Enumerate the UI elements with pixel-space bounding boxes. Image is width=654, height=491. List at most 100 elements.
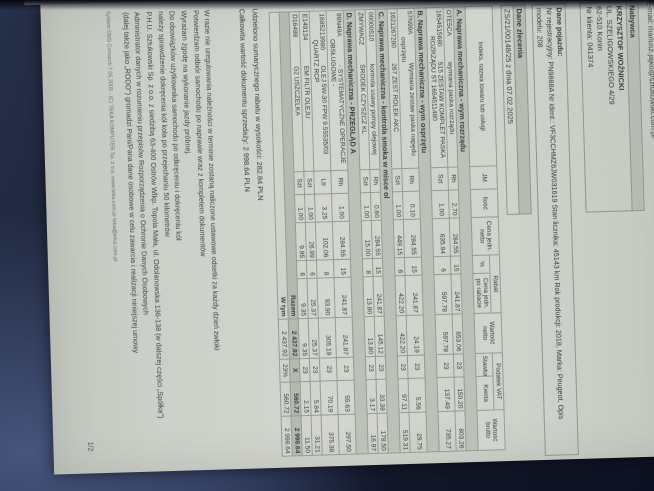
items-table-body: A. Naprawa mechaniczna - wym rozrządu OTE… <box>269 6 479 457</box>
cell-jm: Rh <box>402 168 420 192</box>
cell-net-value: 145.12 <box>374 316 386 357</box>
cell-discount-pct: 6 <box>306 260 318 279</box>
cell-qty: 1.00 <box>431 190 450 219</box>
col-index: Indeks, nazwa towaru lub usługi <box>465 5 498 167</box>
col-net: Wartość netto <box>474 312 503 354</box>
cell-discount-pct: 8 <box>316 259 335 279</box>
cell-gross-total: 2 998.64 <box>291 415 303 456</box>
item-code: ZMYWACZ <box>356 12 365 46</box>
cell-discount-pct: 15 <box>372 258 384 277</box>
cell-vat-rate: 23 <box>309 358 321 382</box>
cell-vat-rate: 23 <box>407 355 426 379</box>
cell-unit-price: 635.94 <box>432 218 451 257</box>
cell-discount-pct: 6 <box>433 256 452 275</box>
cell-discount-pct: 15 <box>333 259 352 278</box>
cell-qty: 1.00 <box>331 193 350 222</box>
cell-gross-value: 803.26 <box>455 410 467 452</box>
col-discount-group: Rabat <box>489 254 502 314</box>
item-code: OTE5CA <box>444 9 453 37</box>
cell-gross-total: 2 998.64 <box>281 415 293 457</box>
cell-vat-rate-total: X <box>289 358 301 382</box>
item-code: 99N49A <box>334 12 343 37</box>
cell-unit-price: 284.55 <box>449 217 461 257</box>
cell-gross-value: 375.38 <box>321 414 340 456</box>
items-table: Indeks, nazwa towaru lub usługi JM Ilość… <box>269 5 506 457</box>
cell-qty: 1.00 <box>294 194 306 223</box>
cell-unit-price: 284.55 <box>403 219 422 258</box>
cell-discount-pct: 15 <box>450 255 462 275</box>
invoice-page: E-mail: mariusz.jajko@sztukowski.com.pl … <box>24 0 654 475</box>
cell-net-value: 422.20 <box>396 315 408 356</box>
item-desc: wymiana paska rozrządu <box>446 61 456 135</box>
cell-net-total: 2 437.92 <box>288 318 300 360</box>
cell-price-after: 9.35 <box>297 278 309 319</box>
cell-discount-pct: 6 <box>394 257 406 276</box>
cell-vat-rate-total: 23% <box>279 359 291 383</box>
col-jm: JM <box>470 165 498 190</box>
cell-net-value: 305.19 <box>318 317 337 359</box>
cell-jm: Szt <box>304 171 315 195</box>
item-desc: 515 ZESTAW KOMPLET PASKA <box>436 61 447 159</box>
cell-jm: Szt <box>360 169 371 193</box>
cell-net-value: 241.87 <box>335 317 354 358</box>
item-desc: Wymiana zestaw paska napędu <box>407 62 418 156</box>
col-unit-price: Cena jedn. netto <box>471 216 500 256</box>
cell-vat-rate: 23 <box>375 356 387 380</box>
cell-jm: Szt <box>431 167 449 191</box>
cell-net-value: 24.19 <box>406 315 425 356</box>
cell-price-after: 93.90 <box>317 277 336 319</box>
buyer-box: Nabywca KRZYSZTOF WOŹNICKI UL. SZELIGOWS… <box>579 1 645 213</box>
page-number: 1/2 <box>86 441 94 452</box>
cell-net-value: 653.06 <box>452 313 464 355</box>
vehicle-box: Dane pojazdu: Nr rejestracyjny: PN9888A … <box>531 3 580 456</box>
cell-unit-price: 284.55 <box>371 220 383 259</box>
cell-qty: 0.60 <box>370 192 382 221</box>
cell-unit-price: 102.06 <box>315 221 334 261</box>
cell-vat-amount: 137.49 <box>437 377 456 412</box>
cell-net-value: 9.35 <box>298 318 310 359</box>
page-content: E-mail: mariusz.jajko@sztukowski.com.pl … <box>86 0 654 465</box>
cell-net-value: 25.37 <box>308 318 320 359</box>
cell-vat-amount: 5.56 <box>408 377 427 413</box>
cell-price-after: 597.78 <box>434 274 453 315</box>
item-code: 1621267280 <box>388 11 397 49</box>
item-desc: 267 ZEST ROLEK AKC <box>390 63 400 133</box>
cell-vat-rate: 23 <box>319 357 338 382</box>
col-price-after: Cena jedn. po rabacie <box>473 273 492 314</box>
col-vat-rate: Stawka <box>475 352 494 377</box>
cell-price-after: 241.87 <box>451 273 463 315</box>
cell-net-total: 2 437.92 <box>278 319 290 360</box>
cell-discount-pct: 15 <box>404 257 423 276</box>
cell-gross-value: 735.27 <box>438 411 457 452</box>
cell-vat-rate: 23 <box>397 355 409 379</box>
cell-price-after: 241.87 <box>405 275 424 316</box>
order-box: Dane zlecenia ZS/21/00148/25 z dnia 07.0… <box>500 4 532 215</box>
cell-qty: 1.00 <box>304 194 316 223</box>
cell-vat-amount: 55.63 <box>337 380 356 415</box>
cell-vat-rate: 23 <box>453 353 465 378</box>
cell-gross-value: 16.97 <box>367 413 379 454</box>
vehicle-label: Dane pojazdu: <box>555 7 566 57</box>
item-code: E149134 <box>300 13 309 41</box>
cell-discount-pct: 6 <box>296 260 308 279</box>
col-discount-pct: % <box>472 255 491 274</box>
cell-jm: Szt <box>294 171 305 195</box>
col-vat-amount: Kwota <box>476 375 495 411</box>
cell-jm: Rh <box>448 166 459 191</box>
cell-gross-value: 178.50 <box>377 413 389 454</box>
cell-jm: Rh <box>331 170 349 194</box>
cell-qty: 2.70 <box>448 189 460 219</box>
item-code: 1685213980 <box>317 13 327 51</box>
item-desc: G2 USZCZELKA <box>292 66 301 116</box>
col-gross: Wartość brutto <box>477 409 506 451</box>
seller-email-line: E-mail: mariusz.jajko@sztukowski.com.pl <box>645 0 654 138</box>
cell-price-after: 13.80 <box>363 276 375 317</box>
col-vat-group: Podatek VAT <box>492 352 505 410</box>
cell-qty: 1.00 <box>360 192 372 221</box>
cell-vat-amount: 33.38 <box>376 379 388 414</box>
cell-net-value: 597.78 <box>435 314 454 355</box>
cell-jm: Szt <box>392 168 403 192</box>
summary-block: Udzielono sumarycznego rabatu w wysokośc… <box>235 8 274 461</box>
cell-jm: Ltr <box>314 170 332 195</box>
